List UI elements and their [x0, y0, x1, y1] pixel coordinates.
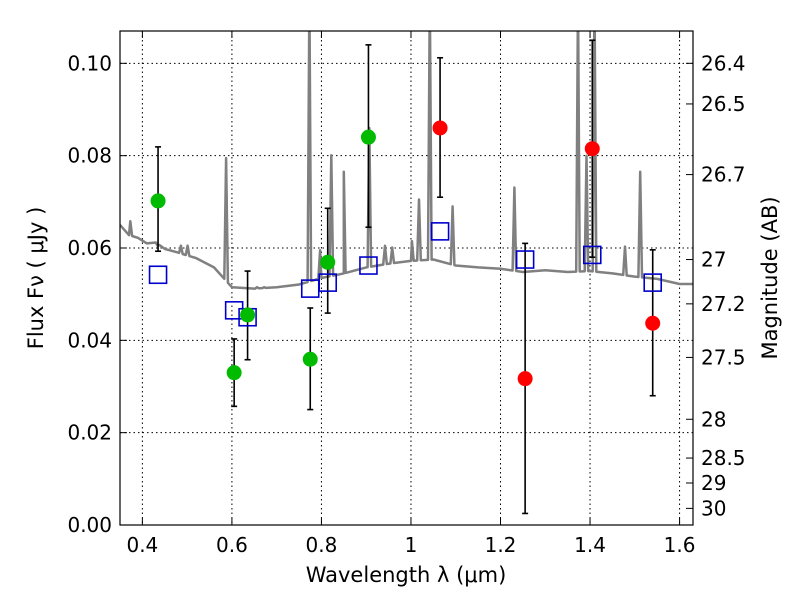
- x-tick-label: 1: [405, 533, 418, 557]
- model-spectrum: [120, 31, 693, 290]
- y-tick-label: 0.02: [67, 421, 112, 445]
- y-tick-label: 0.08: [67, 144, 112, 168]
- right-tick-label: 26.5: [701, 92, 746, 116]
- y-tick-label: 0.06: [67, 236, 112, 260]
- x-tick-label: 1.2: [485, 533, 517, 557]
- data-circle-marker: [150, 193, 166, 209]
- model-square-marker: [582, 245, 602, 265]
- right-tick-label: 28.5: [701, 446, 746, 470]
- right-tick-label: 30: [701, 496, 726, 520]
- model-square-marker: [148, 265, 168, 285]
- model-square-marker: [515, 250, 535, 269]
- x-tick-label: 1.4: [574, 533, 606, 557]
- tick-labels: 0.4 0.6 0.8 1 1.2 1.4 1.6 0.00 0.02 0.04 0.06 0.08 0…: [67, 51, 745, 557]
- data-circle-marker: [302, 351, 318, 367]
- data-circle-marker: [517, 371, 533, 387]
- model-square-marker: [359, 256, 378, 275]
- error-bars: [155, 39, 656, 515]
- right-tick-label: 27.2: [701, 292, 746, 316]
- right-tick-label: 26.4: [701, 51, 746, 75]
- x-tick-label: 1.6: [664, 533, 696, 557]
- right-tick-label: 27.5: [701, 345, 746, 369]
- model-square-marker: [224, 301, 244, 320]
- data-circle-marker: [360, 129, 376, 145]
- data-circle-marker: [645, 315, 661, 331]
- y-axis-title: Flux Fν ( μJy ): [24, 207, 48, 350]
- model-square-marker: [643, 273, 663, 292]
- x-tick-label: 0.4: [126, 533, 158, 557]
- y-tick-label: 0.10: [67, 51, 112, 75]
- right-tick-label: 26.7: [701, 163, 746, 187]
- x-axis-title: Wavelength λ (μm): [306, 563, 507, 587]
- data-circle-marker: [226, 365, 242, 381]
- x-tick-label: 0.6: [216, 533, 248, 557]
- right-tick-label: 28: [701, 407, 726, 431]
- y-tick-label: 0.04: [67, 328, 112, 352]
- right-tick-label: 27: [701, 248, 726, 272]
- data-circle-marker: [584, 141, 600, 157]
- x-tick-label: 0.8: [306, 533, 338, 557]
- model-square-marker: [430, 222, 450, 241]
- axis-ticks: [120, 31, 693, 526]
- plot-frame: [119, 30, 694, 526]
- spectrum-line: [120, 31, 693, 290]
- grid-lines: [120, 31, 693, 526]
- data-circle-marker: [320, 254, 336, 270]
- data-markers: [148, 120, 663, 387]
- model-square-marker: [318, 273, 338, 292]
- y-tick-label: 0.00: [67, 513, 112, 537]
- right-axis-title: Magnitude (AB): [758, 196, 782, 359]
- data-circle-marker: [240, 307, 256, 323]
- right-tick-label: 29: [701, 471, 726, 495]
- data-circle-marker: [432, 120, 448, 136]
